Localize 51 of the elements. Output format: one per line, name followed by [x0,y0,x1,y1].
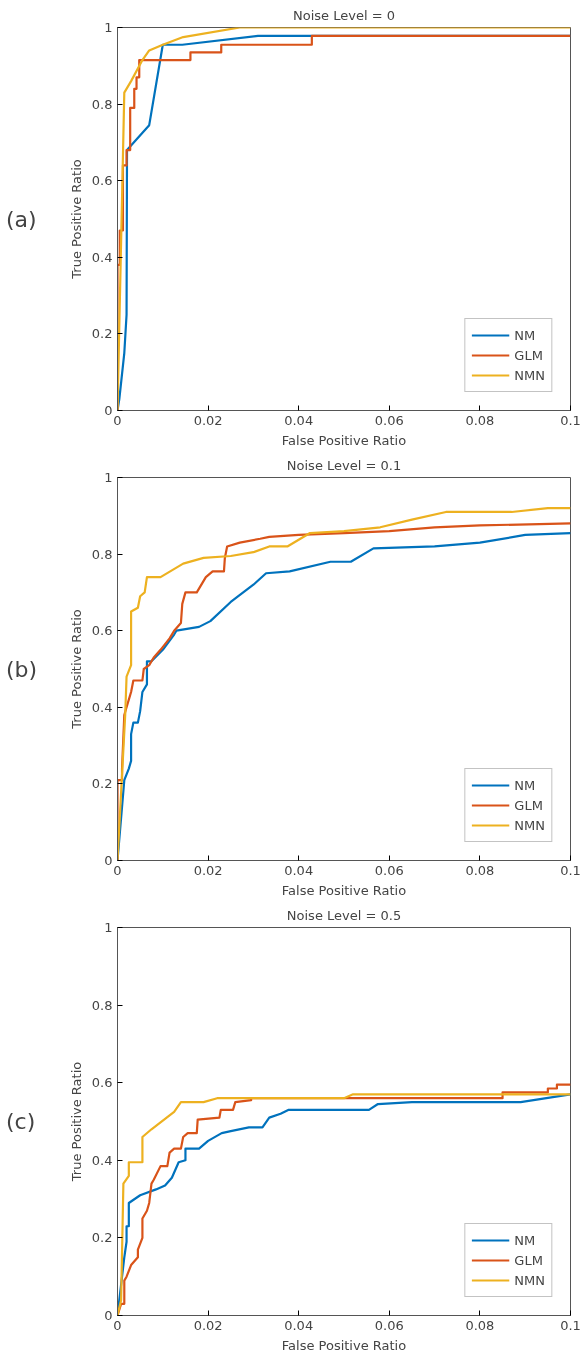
x-tick-label: 0.1 [560,1317,581,1333]
legend-label: NM [514,327,536,343]
y-tick-label: 0.2 [91,326,113,342]
x-tick-label: 0.04 [284,862,314,878]
x-tick-label: 0.1 [560,862,581,878]
y-tick-label: 0.2 [91,776,113,792]
text: (a) [6,206,37,232]
y-tick-label: 0.6 [91,623,113,639]
y-axis-title: True Positive Ratio [68,1061,84,1183]
legend-label: GLM [514,1252,543,1268]
x-tick-label: 0.08 [465,862,495,878]
legend-label: GLM [514,797,543,813]
legend-label: NM [514,777,536,793]
legend-label: NMN [514,367,545,383]
x-tick-label: 0.02 [193,1317,223,1333]
legend-label: NMN [514,817,545,833]
x-axis-title: False Positive Ratio [281,1337,407,1353]
chart-title: Noise Level = 0.1 [286,457,402,473]
y-tick-label: 0.8 [91,546,113,562]
legend-label: NM [514,1232,536,1248]
x-tick-label: 0.04 [284,412,314,428]
y-tick-label: 0.6 [91,173,113,189]
y-axis-title: True Positive Ratio [68,159,84,280]
x-tick-label: 0.08 [465,412,495,428]
legend-label: GLM [514,347,543,363]
chart-title: Noise Level = 0 [293,7,395,23]
legend-label: NMN [514,1272,545,1288]
x-axis-title: False Positive Ratio [281,432,407,448]
y-tick-label: 0.8 [91,997,113,1013]
y-tick-label: 0.4 [91,249,113,265]
x-tick-label: 0.02 [193,412,223,428]
x-tick-label: 0.02 [193,862,223,878]
x-axis-title: False Positive Ratio [281,882,407,898]
y-axis-title: True Positive Ratio [68,609,84,730]
y-tick-label: 0.4 [91,699,113,715]
x-tick-label: 0.06 [374,412,404,428]
chart-title: Noise Level = 0.5 [286,907,402,923]
y-tick-label: 0.2 [91,1230,113,1246]
y-tick-label: 0.6 [91,1075,113,1091]
text: (b) [6,656,38,682]
x-tick-label: 0.06 [374,1317,404,1333]
y-tick-label: 1 [104,470,113,485]
x-tick-label: 0.06 [374,862,404,878]
y-tick-label: 0.4 [91,1152,113,1168]
y-tick-label: 1 [104,920,113,935]
x-tick-label: 0.08 [465,1317,495,1333]
x-tick-label: 0.1 [560,412,581,428]
text: (c) [6,1109,36,1134]
y-tick-label: 1 [104,20,113,35]
y-tick-label: 0.8 [91,96,113,112]
x-tick-label: 0.04 [284,1317,314,1333]
